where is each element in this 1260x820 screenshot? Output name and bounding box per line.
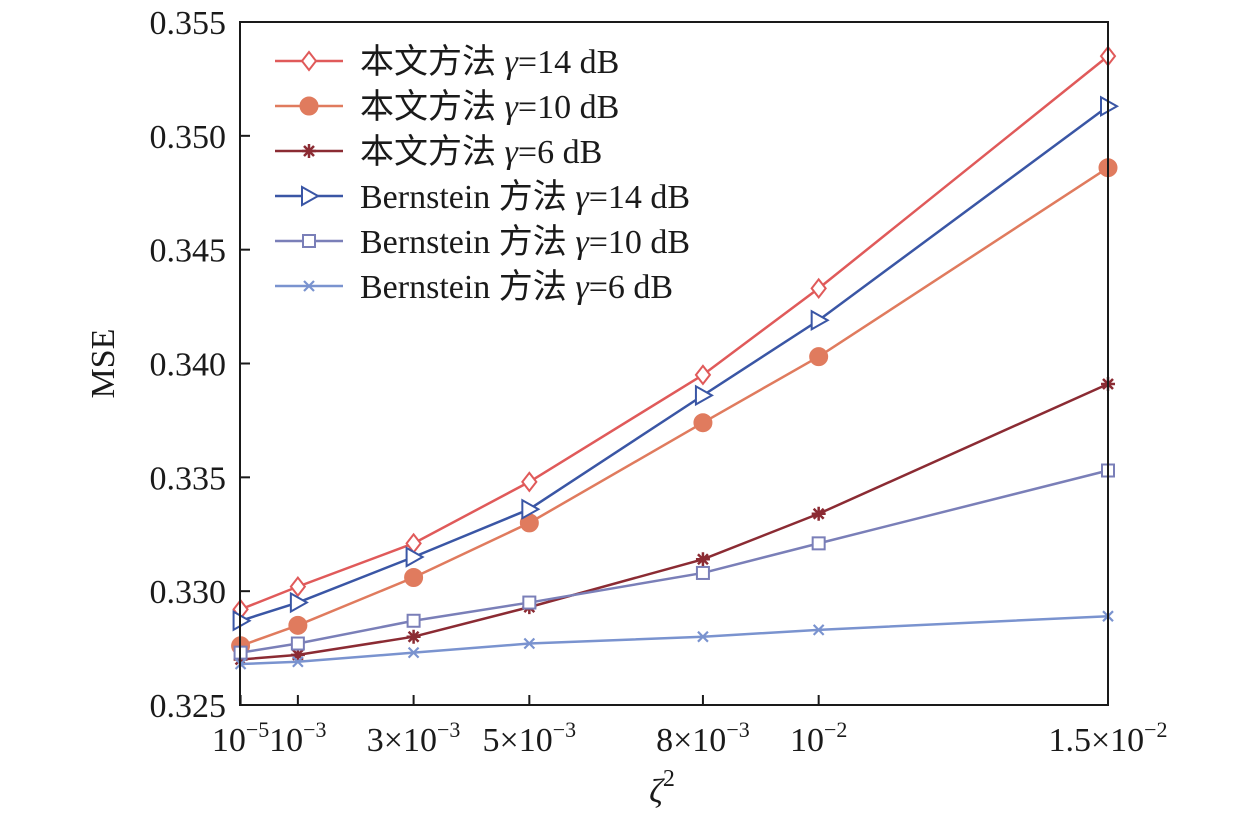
legend-marker: [302, 144, 316, 158]
data-point: [290, 647, 305, 662]
data-point: [406, 629, 421, 644]
series-1: [232, 45, 1117, 621]
data-point: [292, 655, 304, 668]
y-tick-label: 0.350: [150, 119, 227, 156]
data-point: [810, 277, 827, 299]
series-line: [240, 614, 1109, 666]
y-tick-label: 0.325: [150, 688, 227, 725]
legend-marker: [303, 280, 315, 292]
series-5: [233, 463, 1115, 660]
x-tick-label: 10−5: [212, 717, 269, 759]
legend-label: 本文方法 γ=10 dB: [360, 88, 619, 126]
y-tick-label: 0.330: [150, 574, 227, 611]
legend-entry-5: Bernstein 方法 γ=10 dB: [275, 223, 690, 261]
legend-entry-3: 本文方法 γ=6 dB: [275, 133, 602, 171]
x-tick-label: 1.5×10−2: [1048, 717, 1167, 759]
y-tick-label: 0.340: [150, 347, 227, 384]
data-point: [697, 630, 709, 643]
legend-marker: [301, 185, 321, 207]
data-point: [232, 610, 252, 632]
y-tick-label: 0.345: [150, 233, 227, 270]
y-tick-label: 0.335: [150, 460, 227, 497]
plot-area: [231, 45, 1120, 670]
legend-marker: [300, 50, 318, 72]
data-point: [809, 347, 829, 367]
data-point: [695, 552, 710, 567]
data-point: [288, 615, 308, 635]
data-point: [810, 309, 830, 331]
data-point: [811, 506, 826, 521]
data-point: [694, 364, 712, 386]
legend-label: 本文方法 γ=14 dB: [360, 43, 619, 81]
x-tick-label: 3×10−3: [367, 717, 461, 759]
data-point: [693, 413, 713, 433]
data-point: [812, 624, 825, 636]
data-point: [811, 536, 826, 551]
legend: 本文方法 γ=14 dB 本文方法 γ=10 dB 本文方法 γ=6 dB Berns…: [275, 43, 690, 306]
data-point: [289, 575, 307, 598]
legend-label: 本文方法 γ=6 dB: [360, 133, 602, 171]
data-point: [407, 646, 420, 659]
data-point: [290, 636, 305, 651]
series-line: [240, 382, 1109, 661]
legend-label: Bernstein 方法 γ=10 dB: [360, 223, 690, 261]
data-point: [695, 565, 710, 580]
data-point: [405, 546, 425, 568]
data-point: [406, 613, 421, 628]
legend-marker: [302, 234, 316, 248]
legend-entry-2: 本文方法 γ=10 dB: [275, 88, 619, 126]
legend-label: Bernstein 方法 γ=14 dB: [360, 178, 690, 216]
x-tick-label: 10−3: [269, 717, 326, 759]
legend-marker: [299, 96, 319, 116]
legend-entry-1: 本文方法 γ=14 dB: [275, 43, 619, 81]
data-point: [521, 498, 541, 520]
series-4: [232, 95, 1120, 632]
legend-label: Bernstein 方法 γ=6 dB: [360, 268, 673, 306]
data-point: [694, 384, 714, 407]
series-line: [240, 469, 1109, 654]
y-tick-label: 0.355: [150, 5, 227, 42]
data-point: [404, 568, 424, 588]
x-tick-label: 10−2: [790, 717, 847, 759]
legend-entry-6: Bernstein 方法 γ=6 dB: [275, 268, 673, 306]
data-point: [521, 471, 538, 493]
legend-entry-4: Bernstein 方法 γ=14 dB: [275, 178, 690, 216]
y-axis-title: MSE: [85, 329, 122, 399]
x-axis-title: ζ2: [649, 766, 675, 810]
x-tick-label: 8×10−3: [656, 717, 750, 759]
x-tick-label: 5×10−3: [483, 717, 577, 759]
data-point: [523, 637, 536, 650]
data-point: [289, 591, 309, 614]
data-point: [522, 595, 537, 610]
series-6: [234, 610, 1114, 670]
